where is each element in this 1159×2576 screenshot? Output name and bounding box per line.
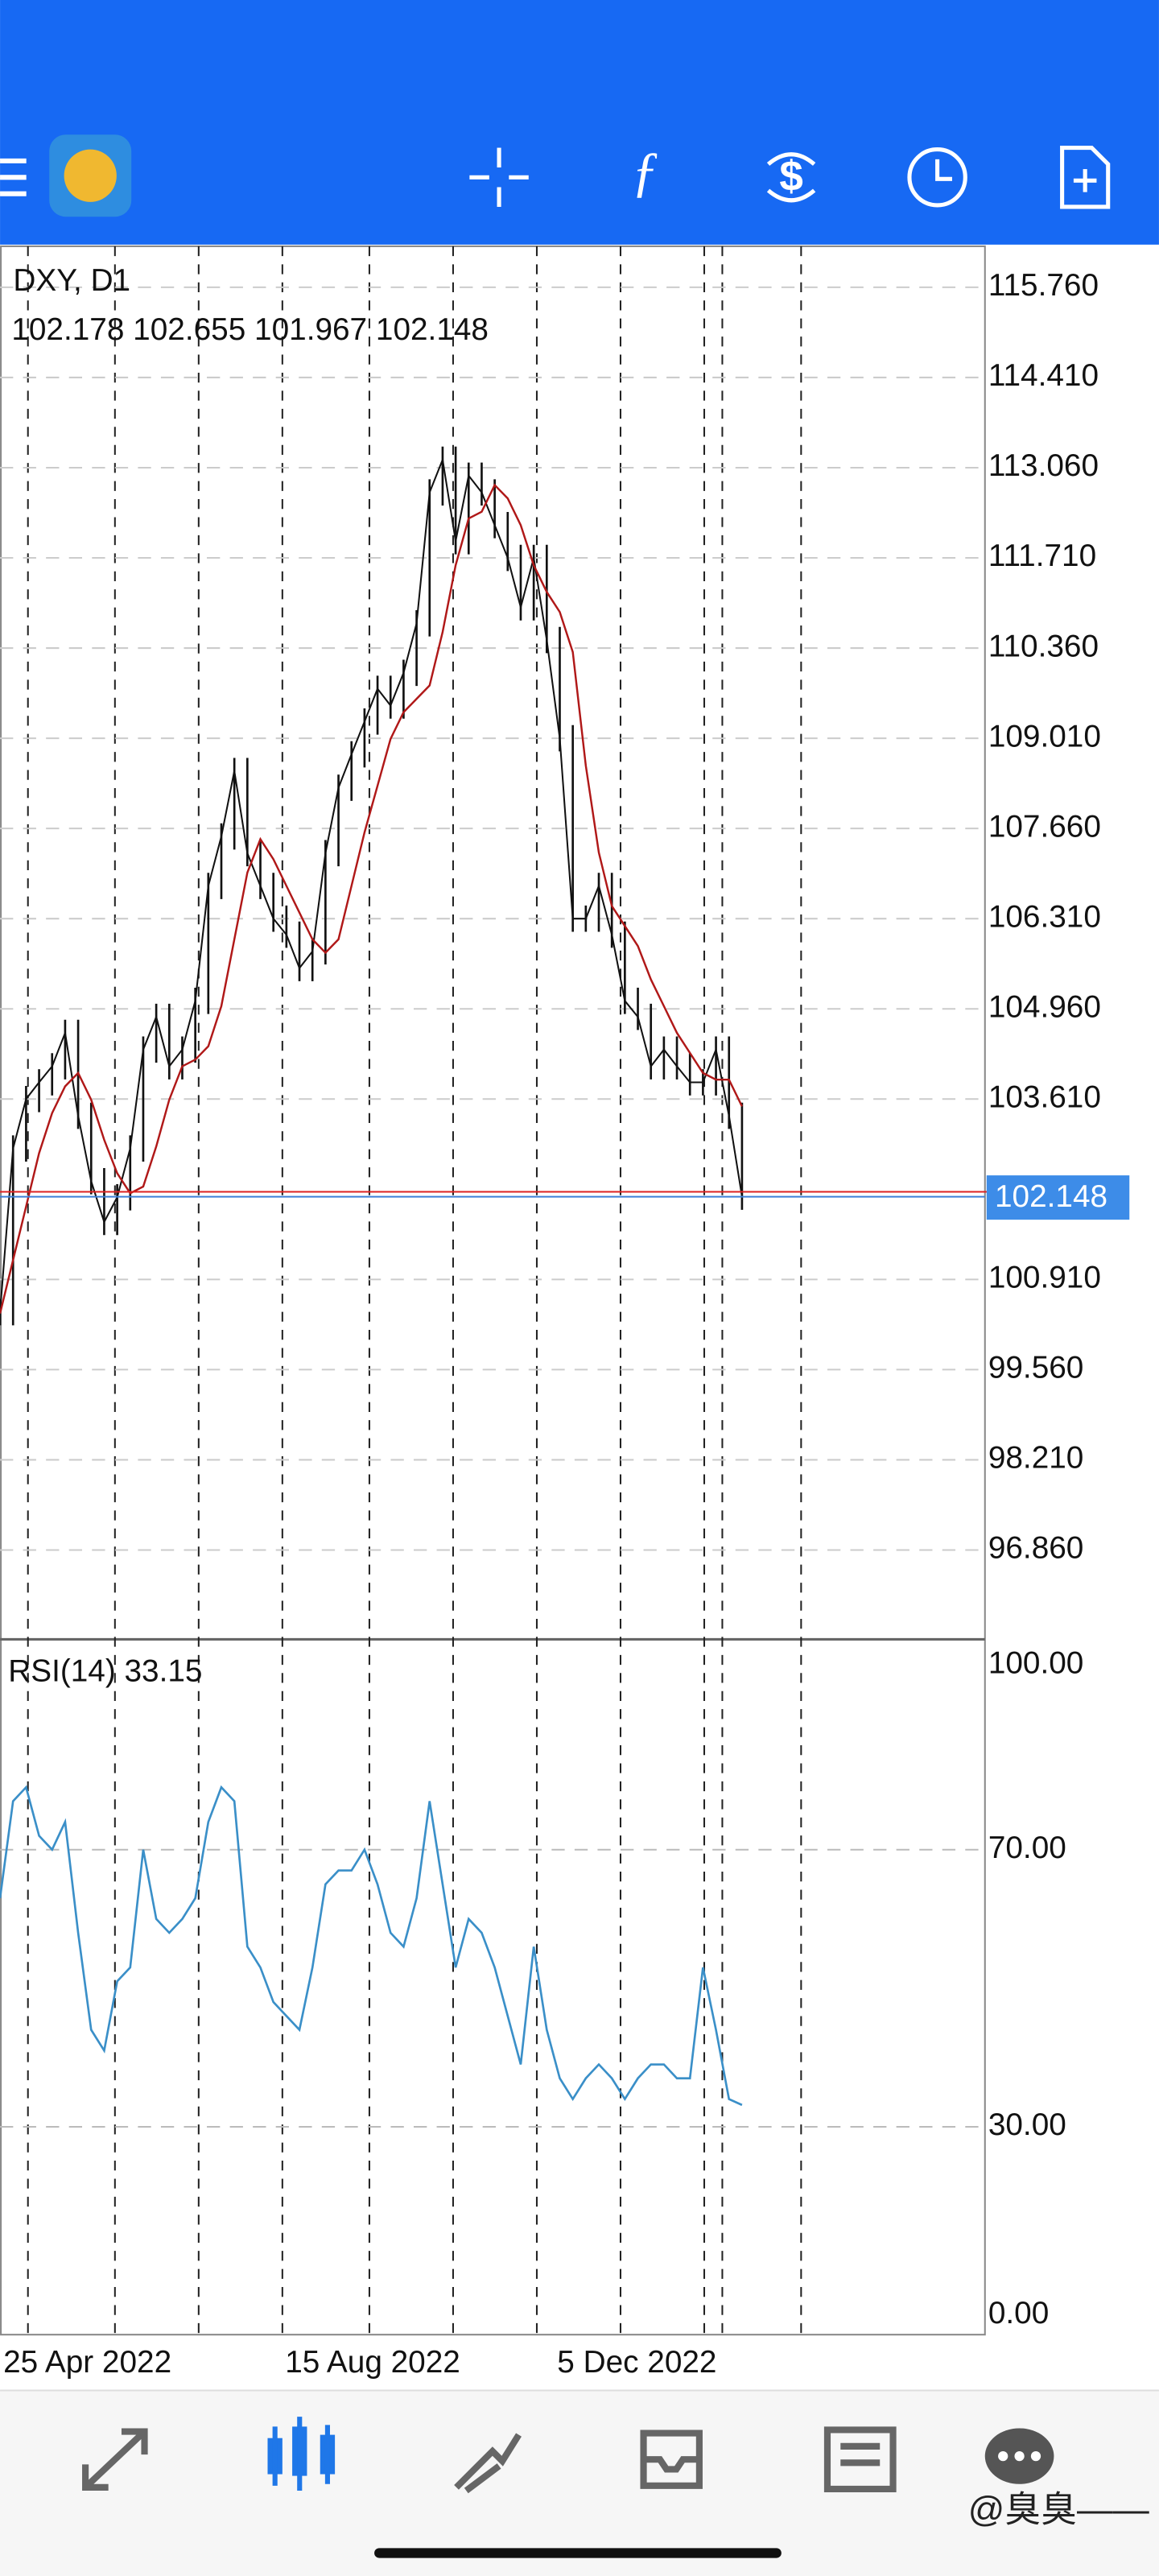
moving-average xyxy=(0,483,744,1314)
history-tab[interactable] xyxy=(640,2429,703,2489)
clock-button[interactable] xyxy=(907,147,967,208)
trade-tab[interactable] xyxy=(454,2433,522,2494)
price-tick-label: 110.360 xyxy=(988,629,1099,663)
plot xyxy=(0,446,1127,2107)
price-tick-label: 114.410 xyxy=(988,358,1099,393)
rsi-tick-label: 100.00 xyxy=(988,1645,1084,1680)
crosshair-button[interactable] xyxy=(469,147,529,207)
home-indicator xyxy=(374,2548,782,2558)
news-tab[interactable] xyxy=(823,2426,897,2492)
trade-button-symbol[interactable]: $ xyxy=(779,152,803,200)
new-order-button[interactable] xyxy=(1060,146,1111,209)
price-tick-label: 115.760 xyxy=(988,268,1099,303)
rsi-tick-label: 30.00 xyxy=(988,2107,1066,2142)
price-tick-label: 107.660 xyxy=(988,809,1101,844)
x-tick-label: 25 Apr 2022 xyxy=(3,2345,171,2380)
trade-button[interactable] xyxy=(766,152,816,203)
low: 101.967 xyxy=(254,312,367,347)
menu-button[interactable] xyxy=(0,158,27,196)
price-tick-label: 103.610 xyxy=(988,1080,1101,1114)
symbol-label: DXY, D1 xyxy=(13,263,130,298)
price-tick-label: 100.910 xyxy=(988,1261,1101,1295)
price-tick-label: 104.960 xyxy=(988,989,1101,1024)
chart-frame xyxy=(0,245,986,2336)
open: 102.178 xyxy=(11,312,124,347)
price-tick-label: 99.560 xyxy=(988,1351,1084,1385)
x-tick-label: 5 Dec 2022 xyxy=(557,2345,716,2380)
chart-tab[interactable] xyxy=(267,2417,336,2491)
high: 102.655 xyxy=(133,312,245,347)
rsi-line xyxy=(0,1785,743,2107)
price-tick-label: 111.710 xyxy=(988,539,1096,573)
price-tick-label: 109.010 xyxy=(988,719,1101,753)
top-toolbar xyxy=(0,0,1159,245)
rsi-tick-label: 70.00 xyxy=(988,1831,1066,1865)
quotes-tab[interactable] xyxy=(82,2428,148,2491)
price-tick-label: 98.210 xyxy=(988,1441,1084,1476)
watermark: @臭臭—— xyxy=(968,2488,1149,2529)
x-tick-label: 15 Aug 2022 xyxy=(285,2345,460,2380)
price-tick-label: 113.060 xyxy=(988,448,1099,483)
price-tag-label: 102.148 xyxy=(995,1179,1107,1214)
indicators-button[interactable]: ƒ xyxy=(631,140,659,202)
grid xyxy=(0,246,985,2335)
close-line xyxy=(0,456,743,1313)
rsi-label: RSI(14) 33.15 xyxy=(8,1654,202,1689)
chat-tab[interactable] xyxy=(984,2428,1054,2484)
bottom-nav xyxy=(0,2390,1159,2576)
close: 102.148 xyxy=(376,312,489,347)
rsi-tick-label: 0.00 xyxy=(988,2296,1049,2330)
price-tick-label: 106.310 xyxy=(988,899,1101,934)
price-tag xyxy=(986,1175,1130,1220)
app-icon-globe xyxy=(64,149,117,202)
price-tick-label: 96.860 xyxy=(988,1531,1084,1566)
ohlc-label: 102.178 102.655 101.967 102.148 xyxy=(11,312,489,347)
